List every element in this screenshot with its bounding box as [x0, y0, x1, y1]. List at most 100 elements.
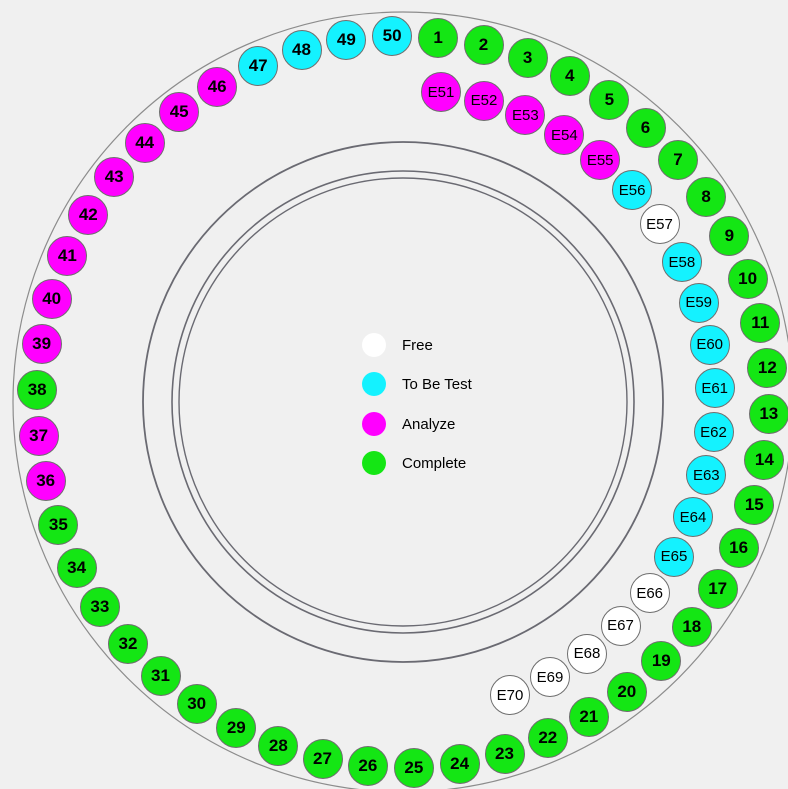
cup-label: E61 [701, 379, 729, 397]
legend-item-to-be-test: To Be Test [362, 371, 472, 397]
sample-cup-37[interactable]: 37 [18, 415, 59, 456]
legend-item-complete: Complete [362, 450, 466, 476]
cup-label: 13 [759, 404, 779, 424]
cup-label: 19 [651, 651, 671, 671]
sample-cup-21[interactable]: 21 [568, 697, 609, 738]
cup-label: 40 [42, 289, 62, 309]
sample-cup-22[interactable]: 22 [527, 718, 568, 759]
cup-label: 46 [207, 76, 227, 96]
sample-cup-e65[interactable]: E65 [654, 536, 694, 577]
legend-dot-free [362, 333, 386, 357]
cup-label: E55 [586, 151, 614, 169]
cup-label: 12 [757, 358, 777, 378]
cup-label: E59 [685, 294, 713, 311]
sample-cup-38[interactable]: 38 [17, 369, 58, 410]
legend-item-free: Free [362, 332, 433, 358]
sample-cup-15[interactable]: 15 [734, 484, 775, 525]
cup-label: E57 [646, 215, 673, 233]
sample-cup-e61[interactable]: E61 [694, 368, 735, 409]
cup-label: 34 [67, 557, 87, 577]
sample-cup-2[interactable]: 2 [463, 25, 504, 65]
cup-label: 21 [579, 707, 599, 727]
sample-cup-44[interactable]: 44 [124, 122, 165, 163]
cup-label: E52 [470, 92, 498, 110]
tray-inner-ring-outer [142, 141, 664, 663]
cup-label: 35 [48, 515, 68, 535]
cup-label: 27 [313, 749, 332, 768]
cup-label: 42 [78, 205, 98, 225]
cup-label: 3 [522, 47, 533, 67]
sample-cup-e70[interactable]: E70 [490, 675, 530, 716]
sample-cup-11[interactable]: 11 [740, 302, 781, 343]
sample-cup-33[interactable]: 33 [79, 587, 120, 628]
sample-cup-31[interactable]: 31 [140, 656, 181, 697]
cup-label: 30 [187, 694, 207, 714]
cup-label: 8 [701, 186, 711, 206]
cup-label: 4 [564, 66, 575, 86]
cup-label: 18 [682, 616, 702, 636]
sample-cup-26[interactable]: 26 [347, 746, 388, 787]
cup-label: 48 [292, 40, 311, 60]
sample-cup-14[interactable]: 14 [744, 439, 785, 480]
sample-cup-10[interactable]: 10 [727, 258, 768, 299]
cup-label: 29 [226, 717, 246, 737]
sample-cup-27[interactable]: 27 [302, 739, 343, 779]
cup-label: 41 [57, 246, 77, 266]
sample-cup-e58[interactable]: E58 [661, 242, 702, 283]
sample-cup-48[interactable]: 48 [281, 30, 322, 71]
sample-cup-32[interactable]: 32 [108, 623, 148, 664]
sample-cup-e64[interactable]: E64 [673, 497, 713, 538]
sample-cup-40[interactable]: 40 [31, 279, 72, 320]
cup-label: 17 [708, 578, 728, 598]
cup-label: 9 [724, 226, 735, 246]
sample-cup-4[interactable]: 4 [549, 56, 590, 97]
sample-cup-47[interactable]: 47 [238, 45, 279, 86]
sample-cup-e59[interactable]: E59 [678, 282, 719, 323]
sample-cup-36[interactable]: 36 [25, 461, 66, 502]
sample-cup-24[interactable]: 24 [439, 743, 480, 784]
cup-label: 6 [640, 117, 651, 137]
cup-label: E64 [679, 508, 707, 526]
sample-cup-17[interactable]: 17 [697, 568, 738, 609]
cup-label: E53 [512, 106, 539, 124]
sample-cup-e69[interactable]: E69 [530, 657, 570, 698]
cup-label: E56 [618, 181, 646, 199]
cup-label: 37 [29, 425, 49, 445]
cup-label: 26 [358, 756, 378, 776]
sample-cup-1[interactable]: 1 [418, 17, 459, 58]
cup-label: 24 [450, 753, 470, 773]
sample-cup-23[interactable]: 23 [484, 733, 525, 774]
sample-cup-8[interactable]: 8 [686, 176, 727, 217]
cup-label: 43 [104, 167, 124, 187]
sample-cup-39[interactable]: 39 [21, 324, 62, 365]
sample-cup-e67[interactable]: E67 [600, 605, 641, 646]
sample-cup-e66[interactable]: E66 [629, 573, 670, 613]
cup-label: E62 [700, 423, 727, 441]
sample-cup-46[interactable]: 46 [197, 66, 238, 107]
sample-cup-29[interactable]: 29 [216, 707, 257, 748]
cup-label: E63 [692, 466, 720, 484]
cup-label: 39 [32, 334, 52, 354]
sample-cup-18[interactable]: 18 [671, 606, 712, 647]
sample-cup-13[interactable]: 13 [748, 394, 788, 435]
sample-cup-e52[interactable]: E52 [464, 80, 504, 121]
sample-cup-e62[interactable]: E62 [693, 412, 734, 453]
sample-cup-20[interactable]: 20 [606, 671, 647, 712]
sample-cup-5[interactable]: 5 [589, 79, 630, 120]
cup-label: E65 [660, 548, 688, 566]
sample-cup-16[interactable]: 16 [718, 527, 759, 568]
sample-cup-34[interactable]: 34 [56, 547, 97, 588]
sample-cup-e56[interactable]: E56 [612, 170, 653, 211]
sample-cup-3[interactable]: 3 [507, 37, 548, 78]
sample-cup-e60[interactable]: E60 [689, 324, 730, 365]
sample-cup-50[interactable]: 50 [372, 16, 413, 57]
legend-dot-analyze [362, 412, 386, 436]
sample-cup-30[interactable]: 30 [176, 684, 217, 725]
sample-cup-25[interactable]: 25 [393, 747, 434, 788]
cup-label: 45 [169, 102, 189, 122]
sample-cup-6[interactable]: 6 [625, 107, 666, 148]
sample-cup-e68[interactable]: E68 [567, 633, 607, 674]
cup-label: 20 [617, 681, 637, 701]
sample-cup-e57[interactable]: E57 [639, 204, 680, 245]
cup-label: 16 [729, 537, 749, 557]
